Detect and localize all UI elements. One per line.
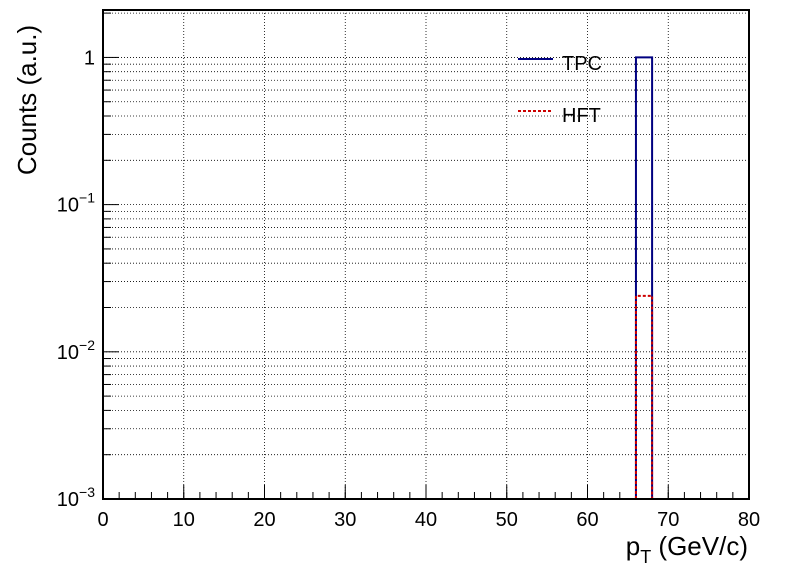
legend-label: TPC [562,53,602,75]
x-tick-label: 80 [738,509,760,531]
x-tick-label: 40 [415,509,437,531]
x-axis-title: pT (GeV/c) [626,531,748,567]
x-tick-label: 50 [496,509,518,531]
y-tick-label: 10−3 [57,484,95,511]
plot-frame [102,9,750,500]
y-tick-label: 1 [84,47,95,69]
y-tick-label: 10−1 [57,190,95,217]
x-tick-label: 20 [253,509,275,531]
histogram-bar [634,56,654,499]
x-tick-label: 60 [576,509,598,531]
x-tick-label: 70 [657,509,679,531]
y-tick-label: 10−2 [57,337,95,364]
legend-label: HFT [562,105,601,127]
x-tick-label: 30 [334,509,356,531]
histogram-bar [634,294,654,499]
x-tick-label: 0 [97,509,108,531]
y-axis-title: Counts (a.u.) [12,25,42,175]
x-tick-label: 10 [173,509,195,531]
